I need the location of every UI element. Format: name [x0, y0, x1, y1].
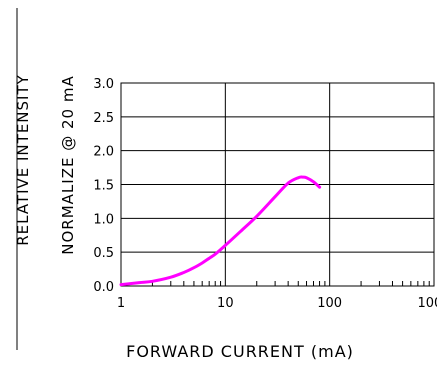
y-tick-label: 2.5	[93, 111, 114, 126]
y-tick-label: 0.5	[93, 246, 114, 261]
x-tick-label: 100	[317, 296, 342, 311]
x-tick-label: 1	[117, 296, 125, 311]
tick-labels: 0.0 0.5 1.0 1.5 2.0 2.5 3.0 1 10 100 1000	[93, 77, 437, 311]
x-tick-label: 10	[217, 296, 234, 311]
y-tick-label: 3.0	[93, 77, 114, 92]
y-axis-label-line-2: NORMALIZE @ 20 mA	[59, 75, 77, 254]
series-line	[119, 175, 322, 287]
grid	[121, 83, 434, 286]
x-tick-label: 1000	[417, 296, 437, 311]
y-tick-label: 1.5	[93, 179, 114, 194]
ticks	[151, 281, 430, 286]
y-tick-label: 1.0	[93, 212, 114, 227]
y-axis-label-line-1: RELATIVE INTENSITY	[14, 74, 32, 246]
series-layer	[119, 175, 322, 287]
y-tick-label: 0.0	[93, 280, 114, 295]
x-axis-label: FORWARD CURRENT (mA)	[126, 342, 354, 361]
y-tick-label: 2.0	[93, 145, 114, 160]
